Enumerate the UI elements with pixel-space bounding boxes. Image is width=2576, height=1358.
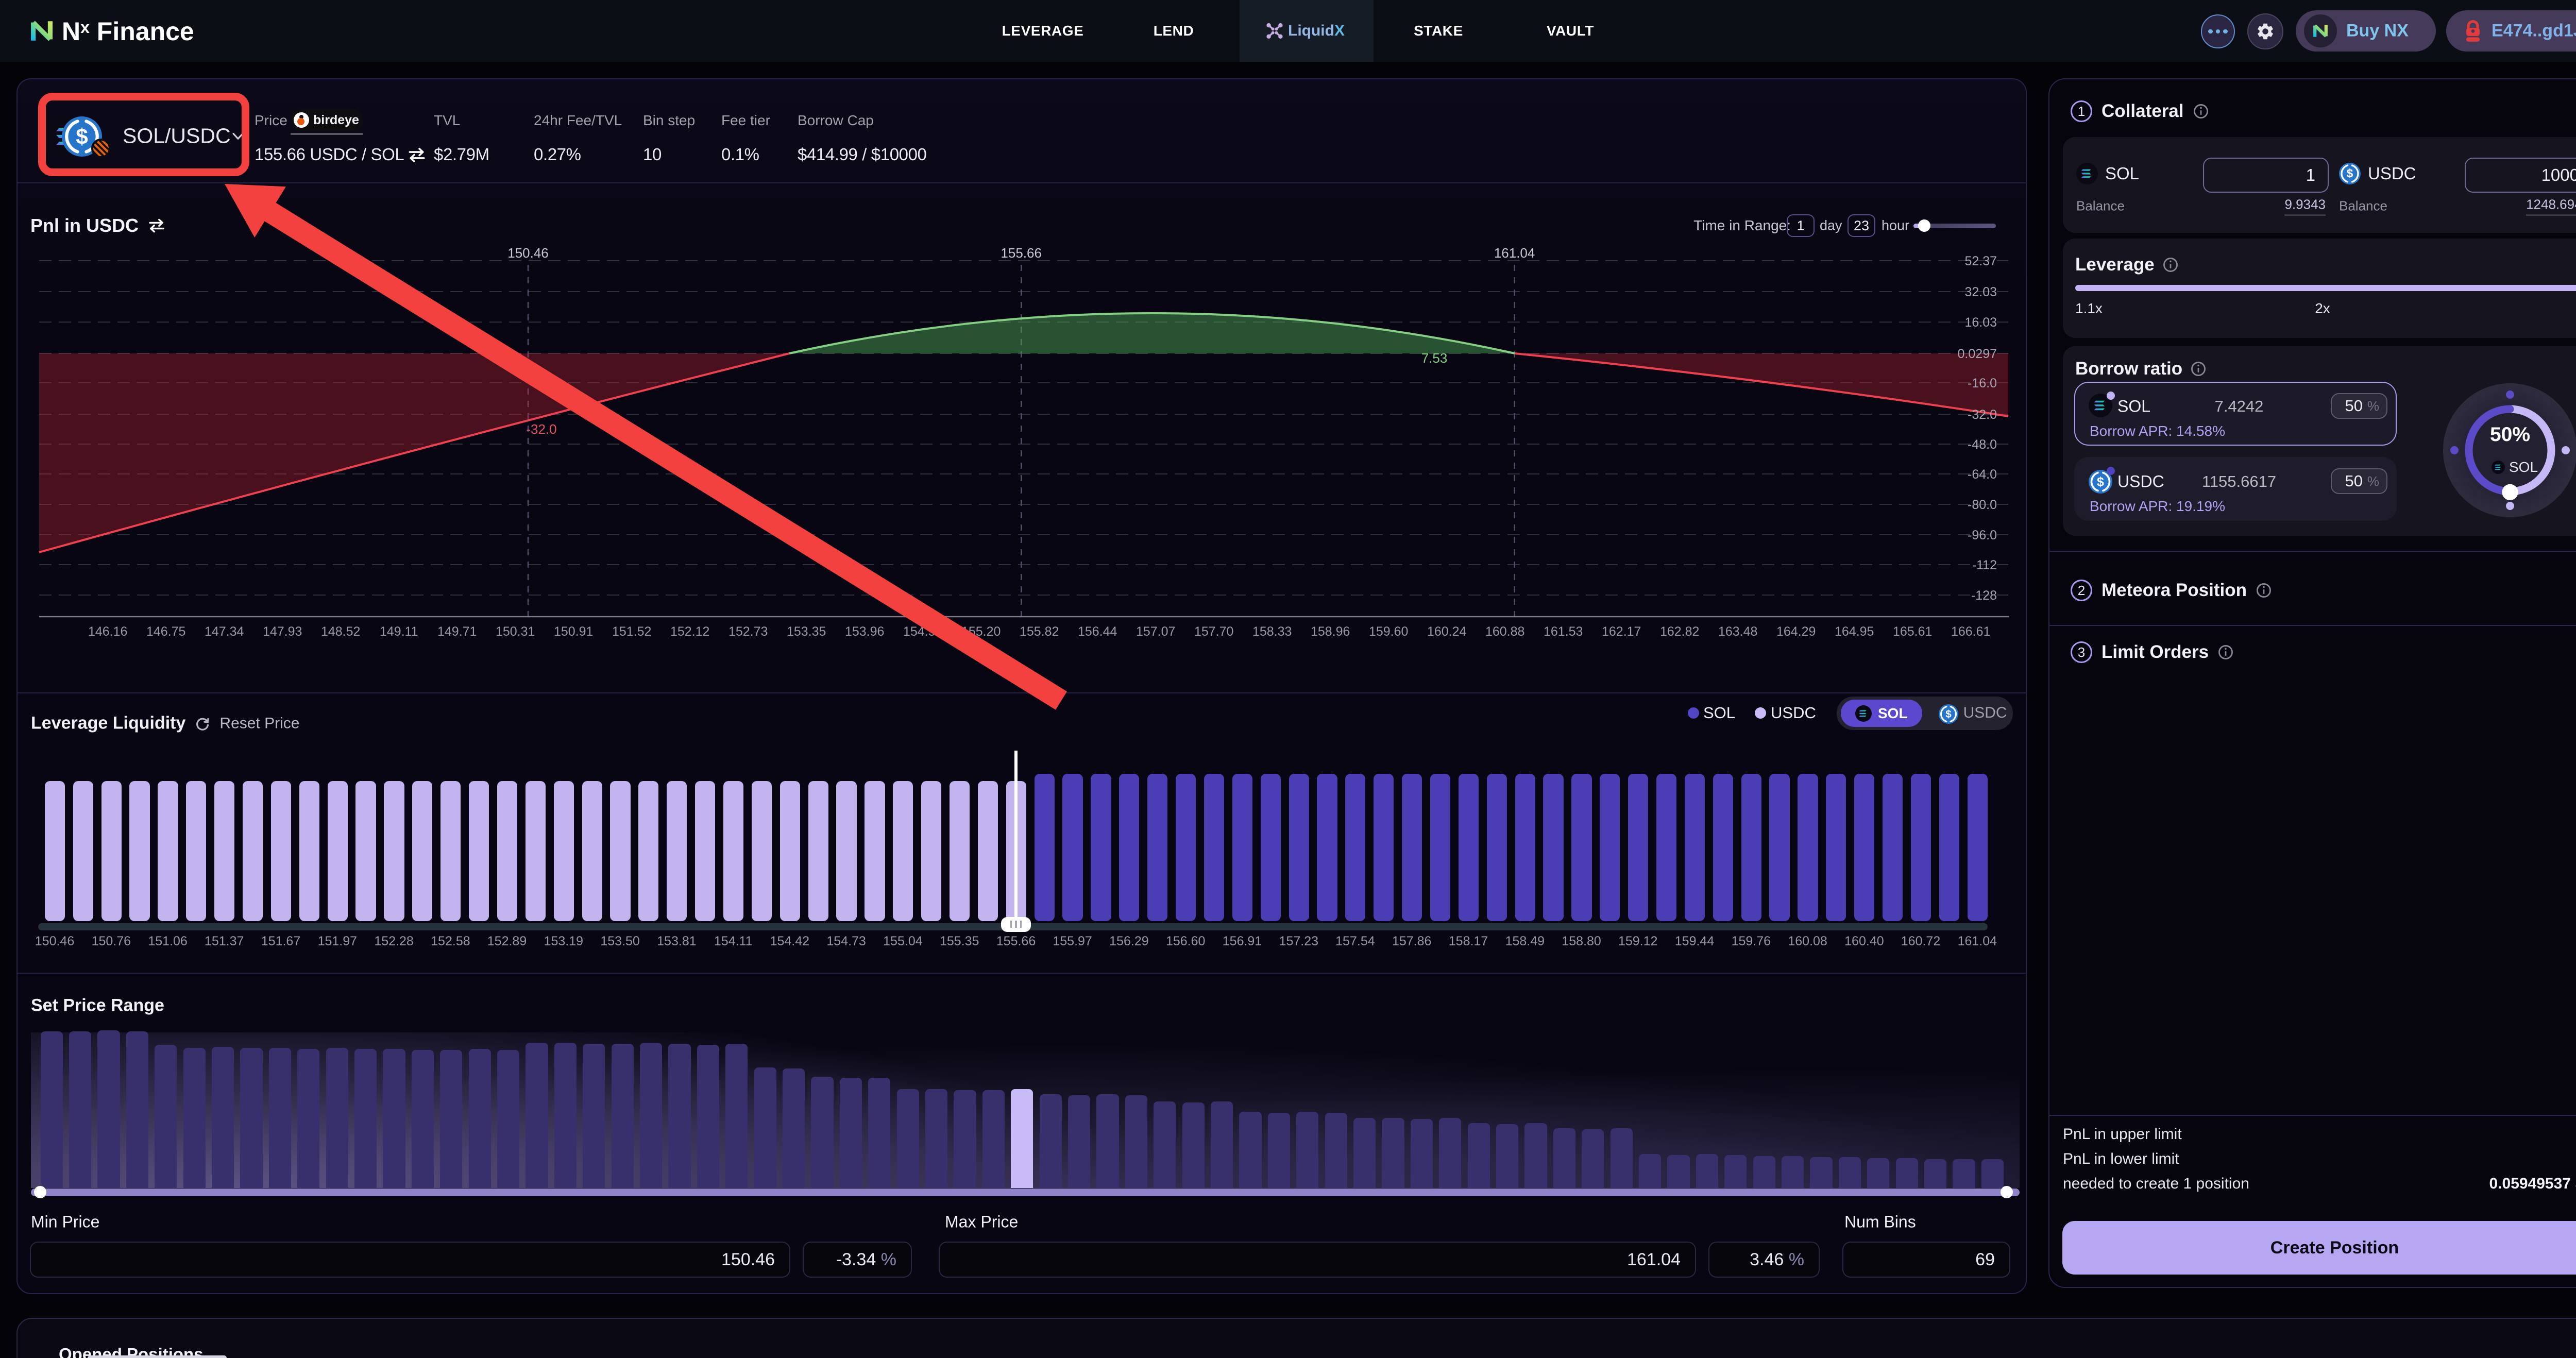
svg-text:147.93: 147.93 [263, 624, 302, 639]
svg-text:149.11: 149.11 [380, 624, 418, 639]
svg-text:158.96: 158.96 [1311, 624, 1350, 639]
svg-text:162.17: 162.17 [1602, 624, 1641, 639]
svg-text:150.91: 150.91 [554, 624, 593, 639]
svg-text:-80.0: -80.0 [1968, 498, 1997, 512]
svg-text:150.46: 150.46 [507, 245, 549, 261]
svg-text:-32.0: -32.0 [526, 421, 556, 437]
svg-text:-112: -112 [1972, 558, 1997, 572]
svg-text:52.37: 52.37 [1964, 254, 1997, 268]
svg-text:7.53: 7.53 [1421, 350, 1448, 366]
svg-text:$: $ [76, 124, 88, 148]
svg-text:16.03: 16.03 [1964, 315, 1997, 330]
svg-text:157.07: 157.07 [1136, 624, 1175, 639]
svg-text:$: $ [1945, 708, 1952, 720]
svg-text:161.04: 161.04 [1494, 245, 1535, 261]
svg-text:0.0297: 0.0297 [1958, 347, 1997, 361]
svg-text:$: $ [2097, 474, 2104, 489]
svg-text:152.73: 152.73 [728, 624, 768, 639]
svg-text:155.66: 155.66 [1001, 245, 1042, 261]
svg-text:$: $ [2347, 167, 2353, 180]
svg-text:146.75: 146.75 [146, 624, 185, 639]
svg-text:162.82: 162.82 [1660, 624, 1699, 639]
svg-text:164.29: 164.29 [1776, 624, 1816, 639]
svg-text:166.61: 166.61 [1951, 624, 1990, 639]
svg-text:161.53: 161.53 [1544, 624, 1583, 639]
svg-text:146.16: 146.16 [88, 624, 127, 639]
svg-text:50%: 50% [2490, 423, 2530, 446]
svg-text:150.31: 150.31 [496, 624, 535, 639]
svg-text:149.71: 149.71 [437, 624, 477, 639]
svg-text:147.34: 147.34 [205, 624, 244, 639]
svg-text:152.12: 152.12 [670, 624, 709, 639]
svg-text:148.52: 148.52 [321, 624, 360, 639]
svg-text:160.88: 160.88 [1485, 624, 1524, 639]
svg-text:-32.0: -32.0 [1968, 408, 1997, 422]
svg-text:155.20: 155.20 [961, 624, 1001, 639]
svg-text:156.44: 156.44 [1078, 624, 1117, 639]
svg-text:-16.0: -16.0 [1968, 376, 1997, 391]
svg-text:157.70: 157.70 [1194, 624, 1233, 639]
svg-text:-64.0: -64.0 [1968, 467, 1997, 482]
svg-text:160.24: 160.24 [1427, 624, 1467, 639]
svg-text:163.48: 163.48 [1718, 624, 1757, 639]
svg-text:153.96: 153.96 [845, 624, 884, 639]
svg-text:154.58: 154.58 [903, 624, 942, 639]
svg-text:32.03: 32.03 [1964, 285, 1997, 299]
svg-text:-48.0: -48.0 [1968, 437, 1997, 452]
svg-text:165.61: 165.61 [1893, 624, 1932, 639]
svg-text:151.52: 151.52 [612, 624, 651, 639]
svg-text:-128: -128 [1971, 588, 1997, 603]
svg-text:159.60: 159.60 [1369, 624, 1408, 639]
svg-text:158.33: 158.33 [1252, 624, 1292, 639]
svg-text:153.35: 153.35 [787, 624, 826, 639]
svg-text:164.95: 164.95 [1835, 624, 1874, 639]
svg-text:155.82: 155.82 [1020, 624, 1059, 639]
svg-text:-96.0: -96.0 [1968, 528, 1997, 542]
